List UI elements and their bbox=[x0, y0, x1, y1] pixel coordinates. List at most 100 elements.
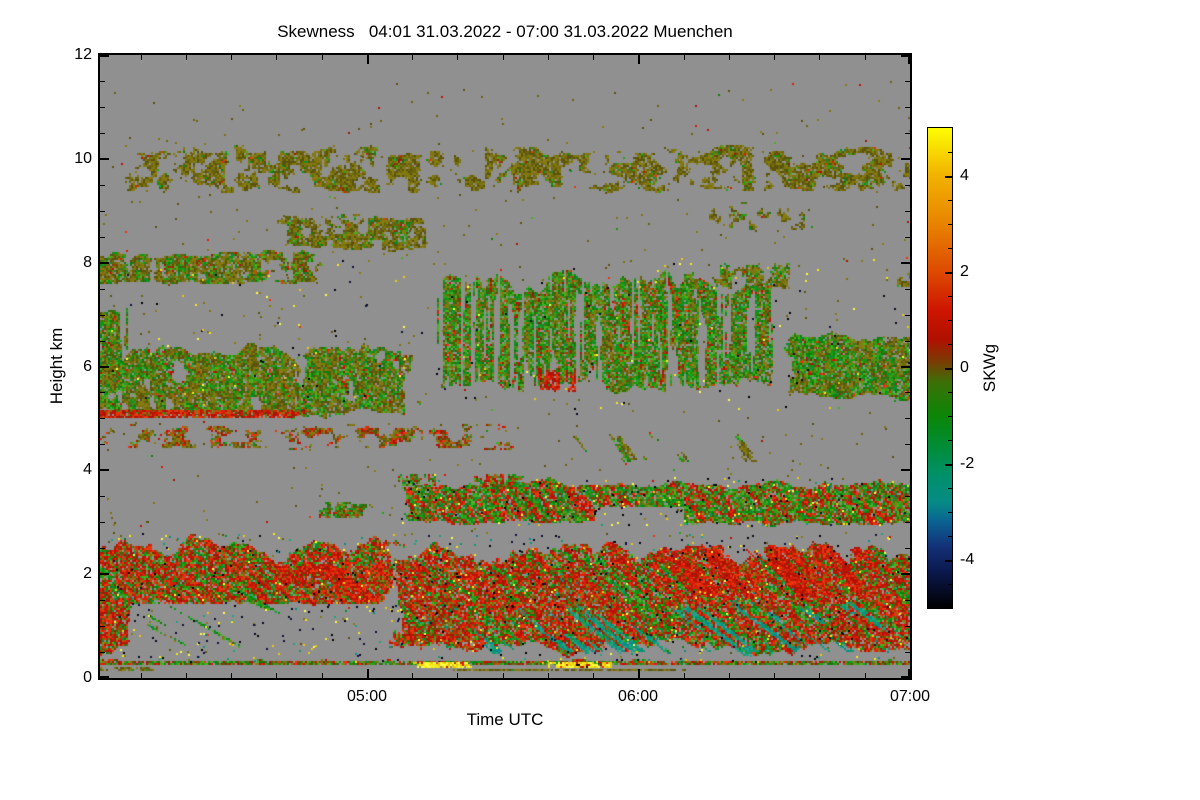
colorbar-minor-tick bbox=[948, 512, 952, 513]
colorbar-minor-tick bbox=[948, 584, 952, 585]
x-axis-minor-tick-top bbox=[684, 55, 685, 60]
y-axis-minor-tick-right bbox=[905, 107, 910, 108]
y-axis-minor-tick-right bbox=[905, 185, 910, 186]
x-tick-label: 06:00 bbox=[617, 688, 659, 705]
x-axis-minor-tick-top bbox=[865, 55, 866, 60]
x-axis-major-tick bbox=[638, 669, 640, 678]
colorbar-tick-label: -4 bbox=[960, 551, 975, 568]
colorbar-major-tick bbox=[945, 368, 952, 370]
y-axis-minor-tick bbox=[100, 237, 105, 238]
x-axis-minor-tick bbox=[729, 673, 730, 678]
y-axis-minor-tick-right bbox=[905, 341, 910, 342]
y-tick-label: 0 bbox=[83, 669, 92, 686]
x-axis-minor-tick-top bbox=[503, 55, 504, 60]
y-axis-major-tick bbox=[100, 55, 109, 57]
y-axis-minor-tick bbox=[100, 444, 105, 445]
x-axis-major-tick bbox=[908, 669, 910, 678]
x-axis-minor-tick bbox=[503, 673, 504, 678]
y-axis-minor-tick bbox=[100, 548, 105, 549]
x-tick-label: 05:00 bbox=[346, 688, 388, 705]
y-axis-minor-tick-right bbox=[905, 522, 910, 523]
x-axis-minor-tick-top bbox=[457, 55, 458, 60]
y-axis-minor-tick bbox=[100, 341, 105, 342]
y-axis-minor-tick-right bbox=[905, 600, 910, 601]
y-axis-minor-tick-right bbox=[905, 626, 910, 627]
x-axis-minor-tick-top bbox=[729, 55, 730, 60]
y-axis-minor-tick bbox=[100, 626, 105, 627]
colorbar-tick-label: 0 bbox=[960, 359, 969, 376]
colorbar-title: SKWg bbox=[980, 343, 999, 393]
colorbar-minor-tick bbox=[948, 440, 952, 441]
colorbar-minor-tick bbox=[948, 248, 952, 249]
y-axis-major-tick-right bbox=[901, 158, 910, 160]
y-axis-minor-tick-right bbox=[905, 652, 910, 653]
x-axis-major-tick bbox=[367, 669, 369, 678]
y-axis-minor-tick bbox=[100, 418, 105, 419]
y-tick-label: 2 bbox=[83, 565, 92, 583]
y-tick-label: 12 bbox=[74, 46, 92, 63]
x-axis-minor-tick bbox=[276, 673, 277, 678]
x-axis-minor-tick-top bbox=[593, 55, 594, 60]
x-axis-minor-tick bbox=[231, 673, 232, 678]
y-axis-minor-tick-right bbox=[905, 237, 910, 238]
colorbar-minor-tick bbox=[948, 416, 952, 417]
y-axis-major-tick bbox=[100, 262, 109, 264]
y-axis-minor-tick-right bbox=[905, 548, 910, 549]
colorbar-tick-label: 2 bbox=[960, 263, 969, 280]
y-axis-major-tick-right bbox=[901, 55, 910, 57]
y-axis-minor-tick-right bbox=[905, 496, 910, 497]
colorbar-minor-tick bbox=[948, 224, 952, 225]
x-axis-minor-tick bbox=[593, 673, 594, 678]
y-axis-major-tick-right bbox=[901, 469, 910, 471]
y-axis-minor-tick-right bbox=[905, 444, 910, 445]
x-axis-minor-tick bbox=[186, 673, 187, 678]
y-axis-minor-tick-right bbox=[905, 211, 910, 212]
y-axis-major-tick-right bbox=[901, 676, 910, 678]
x-axis-minor-tick-top bbox=[186, 55, 187, 60]
y-axis-minor-tick bbox=[100, 133, 105, 134]
y-axis-major-tick bbox=[100, 469, 109, 471]
x-axis-minor-tick bbox=[819, 673, 820, 678]
x-axis-major-tick-top bbox=[367, 55, 369, 64]
x-axis-title: Time UTC bbox=[466, 710, 544, 729]
y-axis-major-tick bbox=[100, 158, 109, 160]
colorbar-tick-label: 4 bbox=[960, 167, 969, 184]
x-axis-major-tick-top bbox=[638, 55, 640, 64]
y-axis-major-tick bbox=[100, 573, 109, 575]
y-axis-major-tick-right bbox=[901, 262, 910, 264]
y-tick-label: 8 bbox=[83, 253, 92, 271]
chart-title: Skewness 04:01 31.03.2022 - 07:00 31.03.… bbox=[277, 22, 733, 41]
x-axis-minor-tick-top bbox=[231, 55, 232, 60]
colorbar-tick-label: -2 bbox=[960, 455, 975, 472]
y-tick-label: 4 bbox=[83, 461, 92, 479]
y-axis-minor-tick bbox=[100, 81, 105, 82]
y-axis-minor-tick bbox=[100, 392, 105, 393]
x-axis-minor-tick bbox=[141, 673, 142, 678]
y-axis-minor-tick bbox=[100, 107, 105, 108]
y-axis-minor-tick-right bbox=[905, 133, 910, 134]
x-tick-label: 07:00 bbox=[889, 688, 931, 705]
plot-area bbox=[98, 53, 912, 680]
x-axis-minor-tick-top bbox=[276, 55, 277, 60]
colorbar-minor-tick bbox=[948, 320, 952, 321]
colorbar-major-tick bbox=[945, 560, 952, 562]
colorbar-major-tick bbox=[945, 272, 952, 274]
y-tick-label: 6 bbox=[83, 357, 92, 375]
colorbar-minor-tick bbox=[948, 344, 952, 345]
y-axis-minor-tick bbox=[100, 289, 105, 290]
colorbar-minor-tick bbox=[948, 296, 952, 297]
y-tick-label: 10 bbox=[74, 149, 92, 167]
x-axis-major-tick-top bbox=[908, 55, 910, 64]
y-axis-minor-tick-right bbox=[905, 81, 910, 82]
y-axis-minor-tick bbox=[100, 315, 105, 316]
x-axis-minor-tick bbox=[684, 673, 685, 678]
y-axis-minor-tick bbox=[100, 600, 105, 601]
x-axis-minor-tick-top bbox=[412, 55, 413, 60]
y-axis-major-tick-right bbox=[901, 366, 910, 368]
x-axis-minor-tick bbox=[322, 673, 323, 678]
colorbar-minor-tick bbox=[948, 536, 952, 537]
x-axis-minor-tick-top bbox=[819, 55, 820, 60]
y-axis-minor-tick bbox=[100, 185, 105, 186]
x-axis-minor-tick-top bbox=[774, 55, 775, 60]
